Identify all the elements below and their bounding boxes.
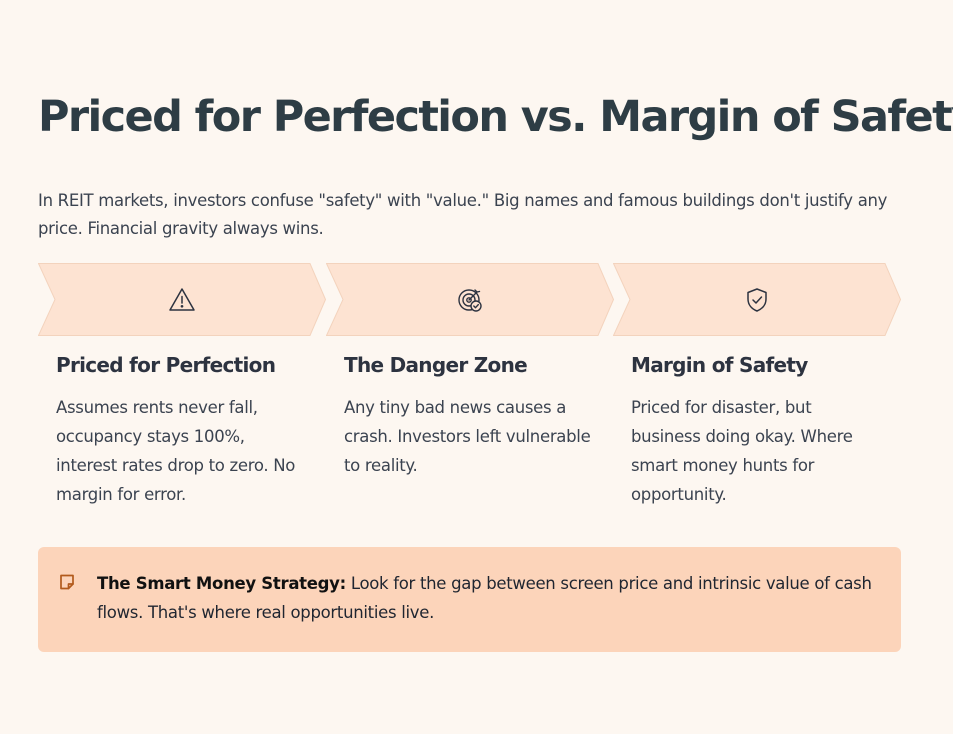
sticky-note-icon <box>58 573 76 591</box>
step-description: Any tiny bad news causes a crash. Invest… <box>344 398 591 475</box>
process-steps: Priced for Perfection Assumes rents neve… <box>38 263 901 513</box>
intro-paragraph: In REIT markets, investors confuse "safe… <box>38 191 888 238</box>
step-heading: Margin of Safety <box>631 353 808 377</box>
strategy-callout: The Smart Money Strategy: Look for the g… <box>38 547 901 652</box>
page-title: Priced for Perfection vs. Margin of Safe… <box>38 92 953 142</box>
chevron-shape <box>613 263 901 336</box>
step-heading: The Danger Zone <box>344 353 528 377</box>
callout-label: The Smart Money Strategy: <box>97 574 346 593</box>
step-description: Assumes rents never fall, occupancy stay… <box>56 398 296 504</box>
callout-body: Look for the gap between screen price an… <box>97 574 872 622</box>
step-description: Priced for disaster, but business doing … <box>631 398 853 504</box>
callout-text: The Smart Money Strategy: Look for the g… <box>97 569 882 627</box>
shield-check-icon <box>742 285 772 315</box>
target-check-icon <box>455 285 485 315</box>
warning-triangle-icon <box>167 285 197 315</box>
step-heading: Priced for Perfection <box>56 353 276 377</box>
